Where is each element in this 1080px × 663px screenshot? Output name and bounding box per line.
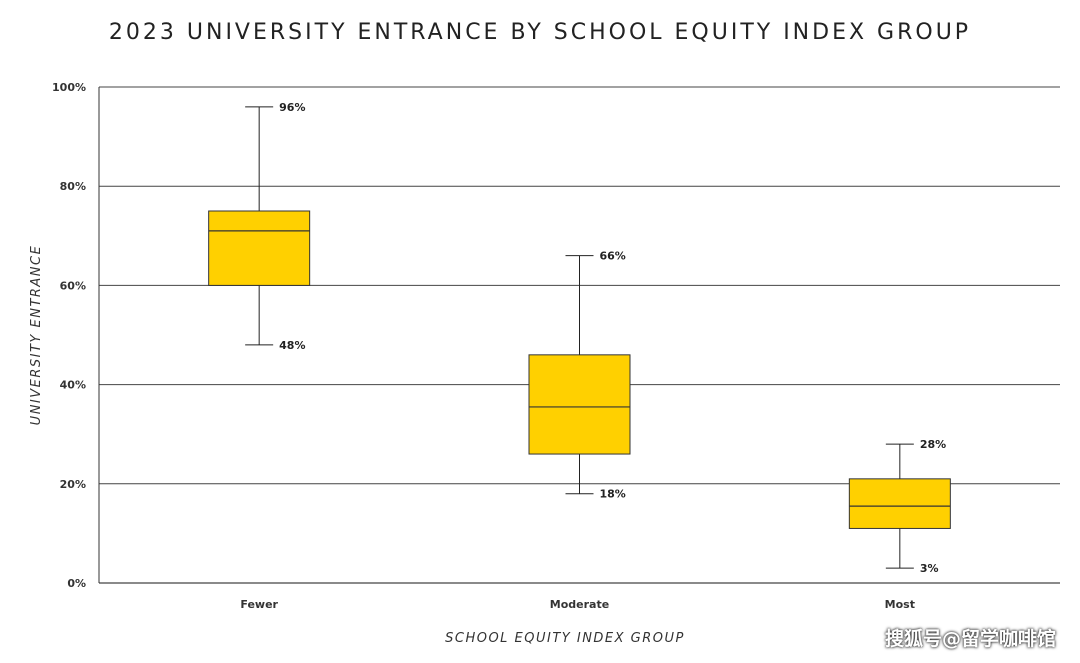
box-moderate (528, 354, 631, 455)
min-label-fewer: 48% (279, 339, 305, 352)
y-tick-label-20: 20% (60, 478, 86, 491)
y-tick-label-0: 0% (67, 577, 86, 590)
y-tick-label-60: 60% (60, 279, 86, 292)
y-tick-label-100: 100% (52, 81, 86, 94)
y-tick-labels: 0% 20% 40% 60% 80% 100% (52, 81, 86, 590)
y-axis-title: UNIVERSITY ENTRANCE (29, 245, 44, 426)
max-label-fewer: 96% (279, 101, 305, 114)
boxes: 96% 48% 66% 18% 28% 3% (208, 101, 951, 575)
max-label-moderate: 66% (600, 250, 626, 263)
watermark: 搜狐号@留学咖啡馆 (884, 628, 1056, 650)
x-tick-label-most: Most (885, 598, 915, 611)
box-fewer (208, 210, 311, 286)
y-tick-label-80: 80% (60, 180, 86, 193)
min-label-moderate: 18% (600, 488, 626, 501)
min-label-most: 3% (920, 562, 939, 575)
chart-title: 2023 UNIVERSITY ENTRANCE BY SCHOOL EQUIT… (108, 20, 972, 45)
max-label-most: 28% (920, 438, 946, 451)
box-most (848, 478, 951, 529)
x-tick-label-moderate: Moderate (550, 598, 609, 611)
x-tick-label-fewer: Fewer (240, 598, 278, 611)
y-tick-label-40: 40% (60, 379, 86, 392)
x-tick-labels: Fewer Moderate Most (240, 598, 915, 611)
x-axis-title: SCHOOL EQUITY INDEX GROUP (445, 631, 685, 646)
